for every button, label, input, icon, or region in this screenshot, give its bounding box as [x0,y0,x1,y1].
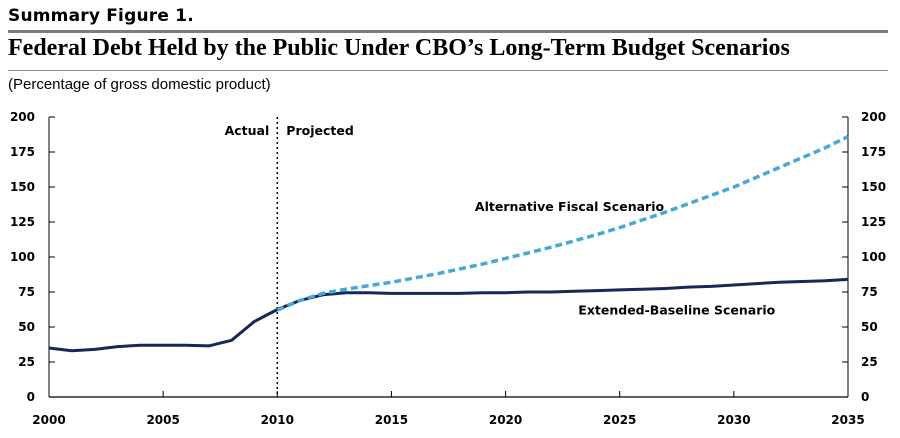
projected-label: Projected [286,123,354,138]
x-tick-label: 2010 [261,413,294,427]
y-tick-label-right: 0 [861,390,869,404]
y-tick-label-right: 25 [861,355,878,369]
x-tick-label: 2030 [717,413,750,427]
alternative-fiscal-label: Alternative Fiscal Scenario [475,199,665,214]
y-tick-label-right: 150 [861,180,886,194]
y-tick-label-right: 100 [861,250,886,264]
extended-baseline-line [48,277,849,353]
header-rule [8,30,888,33]
x-tick-label: 2015 [375,413,408,427]
y-tick-label-right: 75 [861,285,878,299]
y-tick-label-right: 175 [861,145,886,159]
y-tick-label-left: 125 [10,215,35,229]
title-rule [8,70,888,71]
y-tick-label-left: 100 [10,250,35,264]
y-tick-label-right: 125 [861,215,886,229]
x-tick-label: 2000 [32,413,65,427]
x-tick-label: 2035 [831,413,864,427]
axes-layer: 0 0 25 25 50 50 75 75 100 100 125 125 150 150 175 175 20… [10,110,886,427]
y-tick-label-left: 25 [18,355,35,369]
y-tick-label-left: 50 [18,320,35,334]
y-tick-label-left: 175 [10,145,35,159]
series-layer [48,135,849,353]
x-tick-label: 2005 [146,413,179,427]
x-tick-label: 2020 [489,413,522,427]
extended-baseline-label: Extended-Baseline Scenario [578,302,775,317]
annotation-layer: Alternative Fiscal Scenario Extended-Base… [475,199,776,318]
y-tick-label-left: 75 [18,285,35,299]
y-tick-label-left: 200 [10,110,35,124]
chart-subtitle: (Percentage of gross domestic product) [8,76,271,93]
actual-label: Actual [225,123,270,138]
x-tick-label: 2025 [603,413,636,427]
y-tick-label-left: 150 [10,180,35,194]
figure-number: Summary Figure 1. [8,6,194,26]
y-tick-label-left: 0 [27,390,35,404]
y-tick-label-right: 200 [861,110,886,124]
chart-title: Federal Debt Held by the Public Under CB… [8,35,790,61]
y-tick-label-right: 50 [861,320,878,334]
